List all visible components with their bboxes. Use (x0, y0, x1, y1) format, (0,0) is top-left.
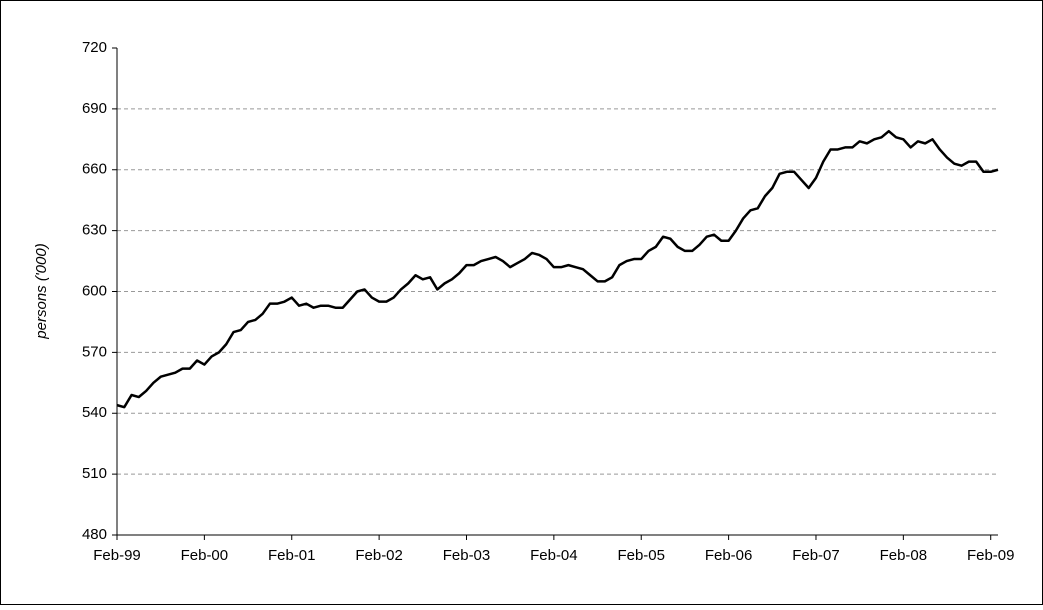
x-tick-label: Feb-09 (967, 547, 1015, 564)
y-tick-label: 690 (82, 100, 107, 117)
x-tick-label: Feb-08 (880, 547, 928, 564)
x-tick-label: Feb-99 (93, 547, 141, 564)
y-tick-label: 630 (82, 222, 107, 239)
x-tick-label: Feb-01 (268, 547, 316, 564)
x-tick-label: Feb-05 (617, 547, 665, 564)
y-axis-label: persons ('000) (33, 243, 50, 339)
y-tick-label: 510 (82, 465, 107, 482)
y-tick-label: 570 (82, 343, 107, 360)
x-tick-label: Feb-02 (355, 547, 403, 564)
x-tick-label: Feb-00 (181, 547, 229, 564)
x-tick-label: Feb-07 (792, 547, 840, 564)
y-tick-label: 600 (82, 282, 107, 299)
x-tick-label: Feb-04 (530, 547, 578, 564)
data-line (116, 129, 999, 409)
y-tick-label: 480 (82, 526, 107, 543)
y-tick-label: 720 (82, 39, 107, 56)
y-tick-label: 540 (82, 404, 107, 421)
x-tick-label: Feb-03 (443, 547, 491, 564)
x-tick-label: Feb-06 (705, 547, 753, 564)
y-tick-label: 660 (82, 161, 107, 178)
